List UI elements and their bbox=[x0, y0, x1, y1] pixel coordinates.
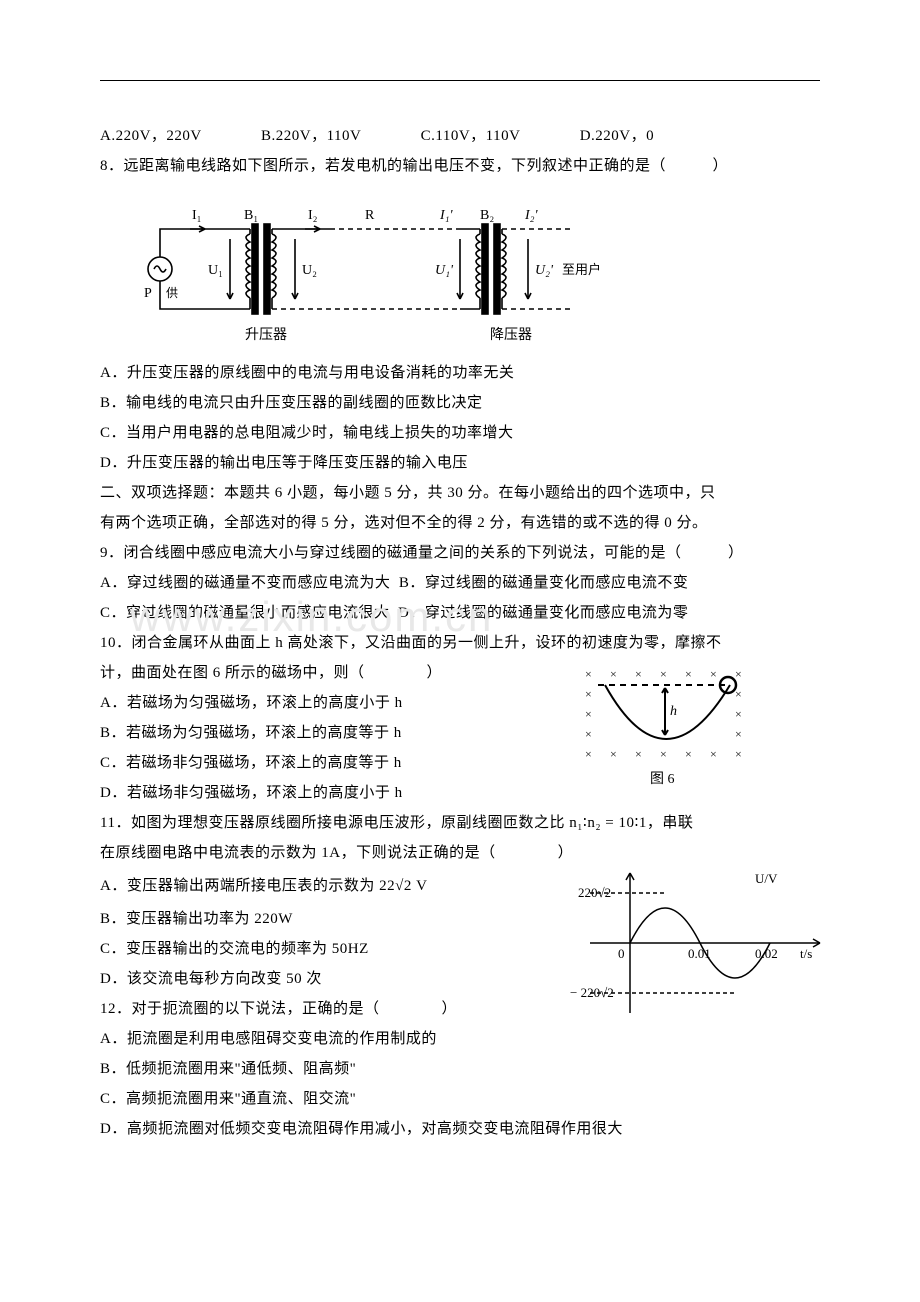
q9-opts-ab: A．穿过线圈的磁通量不变而感应电流为大 B．穿过线圈的磁通量变化而感应电流不变 bbox=[100, 568, 820, 598]
sine-xlabel: t/s bbox=[800, 946, 812, 961]
q7-opt-b: B.220V，110V bbox=[261, 121, 361, 151]
sine-ymax: 220√2 bbox=[578, 885, 611, 900]
q7-opt-c: C.110V，110V bbox=[421, 121, 521, 151]
q9-opt-b: B．穿过线圈的磁通量变化而感应电流不变 bbox=[399, 575, 689, 591]
q8-opt-b: B．输电线的电流只由升压变压器的副线圈的匝数比决定 bbox=[100, 388, 820, 418]
lbl-U2: U₂ bbox=[302, 263, 317, 278]
q11-stem1: 11．如图为理想变压器原线圈所接电源电压波形，原副线圈匝数之比 n₁∶n₂ = … bbox=[100, 808, 820, 838]
q8-opt-a: A．升压变压器的原线圈中的电流与用电设备消耗的功率无关 bbox=[100, 358, 820, 388]
lbl-P: P bbox=[144, 286, 152, 301]
svg-text:×: × bbox=[585, 727, 592, 741]
lbl-supply: 供 bbox=[166, 286, 178, 300]
q8-stem: 8．远距离输电线路如下图所示，若发电机的输出电压不变，下列叙述中正确的是（ ） bbox=[100, 151, 820, 181]
svg-text:×: × bbox=[660, 667, 667, 681]
lbl-I1p: I₁' bbox=[439, 208, 454, 223]
lbl-toUser: 至用户 bbox=[562, 262, 601, 277]
svg-text:×: × bbox=[635, 667, 642, 681]
svg-text:×: × bbox=[685, 667, 692, 681]
q8-opt-c: C．当用户用电器的总电阻减少时，输电线上损失的功率增大 bbox=[100, 418, 820, 448]
q9-opts-cd: C．穿过线圈的磁通量很小而感应电流很大 D．穿过线圈的磁通量变化而感应电流为零 bbox=[100, 598, 820, 628]
lbl-B2: B₂ bbox=[480, 208, 494, 223]
svg-text:×: × bbox=[610, 747, 617, 761]
top-rule bbox=[100, 80, 820, 81]
q7-options: A.220V，220V B.220V，110V C.110V，110V D.22… bbox=[100, 121, 820, 151]
sine-x2: 0.02 bbox=[755, 946, 778, 961]
q7-opt-d: D.220V，0 bbox=[580, 121, 654, 151]
svg-text:×: × bbox=[585, 687, 592, 701]
transformer-figure: I₁ B₁ I₂ R I₁' B₂ I₂' P 供 U₁ U₂ U₁' U₂' … bbox=[100, 189, 820, 354]
q9-opt-c: C．穿过线圈的磁通量很小而感应电流很大 bbox=[100, 605, 390, 621]
q12-opt-c: C．高频扼流圈用来"通直流、阻交流" bbox=[100, 1084, 820, 1114]
svg-text:×: × bbox=[685, 747, 692, 761]
svg-text:×: × bbox=[635, 747, 642, 761]
q12-opt-d: D．高频扼流圈对低频交变电流阻碍作用减小，对高频交变电流阻碍作用很大 bbox=[100, 1114, 820, 1144]
figure6: ××××××× ×× ×× ×× ××××××× bbox=[580, 663, 760, 798]
lbl-U1p: U₁' bbox=[435, 263, 454, 278]
q12-opt-a: A．扼流圈是利用电感阻碍交变电流的作用制成的 bbox=[100, 1024, 820, 1054]
q9-opt-a: A．穿过线圈的磁通量不变而感应电流为大 bbox=[100, 575, 390, 591]
q8-opt-d: D．升压变压器的输出电压等于降压变压器的输入电压 bbox=[100, 448, 820, 478]
svg-text:×: × bbox=[585, 707, 592, 721]
fig6-h: h bbox=[670, 704, 677, 719]
svg-text:×: × bbox=[710, 747, 717, 761]
sine-figure: U/V 220√2 0 0.01 0.02 t/s − 220√2 bbox=[570, 863, 830, 1028]
fig6-caption: 图 6 bbox=[650, 772, 675, 787]
svg-text:×: × bbox=[585, 667, 592, 681]
q9-opt-d: D．穿过线圈的磁通量变化而感应电流为零 bbox=[398, 605, 688, 621]
svg-text:×: × bbox=[660, 747, 667, 761]
svg-text:×: × bbox=[735, 747, 742, 761]
section2-line2: 有两个选项正确，全部选对的得 5 分，选对但不全的得 2 分，有选错的或不选的得… bbox=[100, 508, 820, 538]
sine-ymin: − 220√2 bbox=[570, 985, 614, 1000]
q7-opt-a: A.220V，220V bbox=[100, 121, 202, 151]
svg-text:×: × bbox=[710, 667, 717, 681]
svg-text:×: × bbox=[735, 667, 742, 681]
lbl-stepDown: 降压器 bbox=[490, 327, 532, 343]
sine-ylabel: U/V bbox=[755, 871, 778, 886]
svg-text:×: × bbox=[735, 707, 742, 721]
lbl-I1: I₁ bbox=[192, 208, 202, 223]
svg-text:×: × bbox=[610, 667, 617, 681]
sine-zero: 0 bbox=[618, 946, 625, 961]
lbl-U2p: U₂' bbox=[535, 263, 554, 278]
lbl-R: R bbox=[365, 208, 375, 223]
lbl-stepUp: 升压器 bbox=[245, 327, 287, 343]
q9-stem: 9．闭合线圈中感应电流大小与穿过线圈的磁通量之间的关系的下列说法，可能的是（ ） bbox=[100, 538, 820, 568]
svg-text:×: × bbox=[585, 747, 592, 761]
q12-opt-b: B．低频扼流圈用来"通低频、阻高频" bbox=[100, 1054, 820, 1084]
lbl-B1: B₁ bbox=[244, 208, 258, 223]
sine-x1: 0.01 bbox=[688, 946, 711, 961]
q10-stem1: 10．闭合金属环从曲面上 h 高处滚下，又沿曲面的另一侧上升，设环的初速度为零，… bbox=[100, 628, 820, 658]
lbl-I2: I₂ bbox=[308, 208, 318, 223]
lbl-U1: U₁ bbox=[208, 263, 223, 278]
svg-text:×: × bbox=[735, 727, 742, 741]
section2-line1: 二、双项选择题：本题共 6 小题，每小题 5 分，共 30 分。在每小题给出的四… bbox=[100, 478, 820, 508]
lbl-I2p: I₂' bbox=[524, 208, 539, 223]
